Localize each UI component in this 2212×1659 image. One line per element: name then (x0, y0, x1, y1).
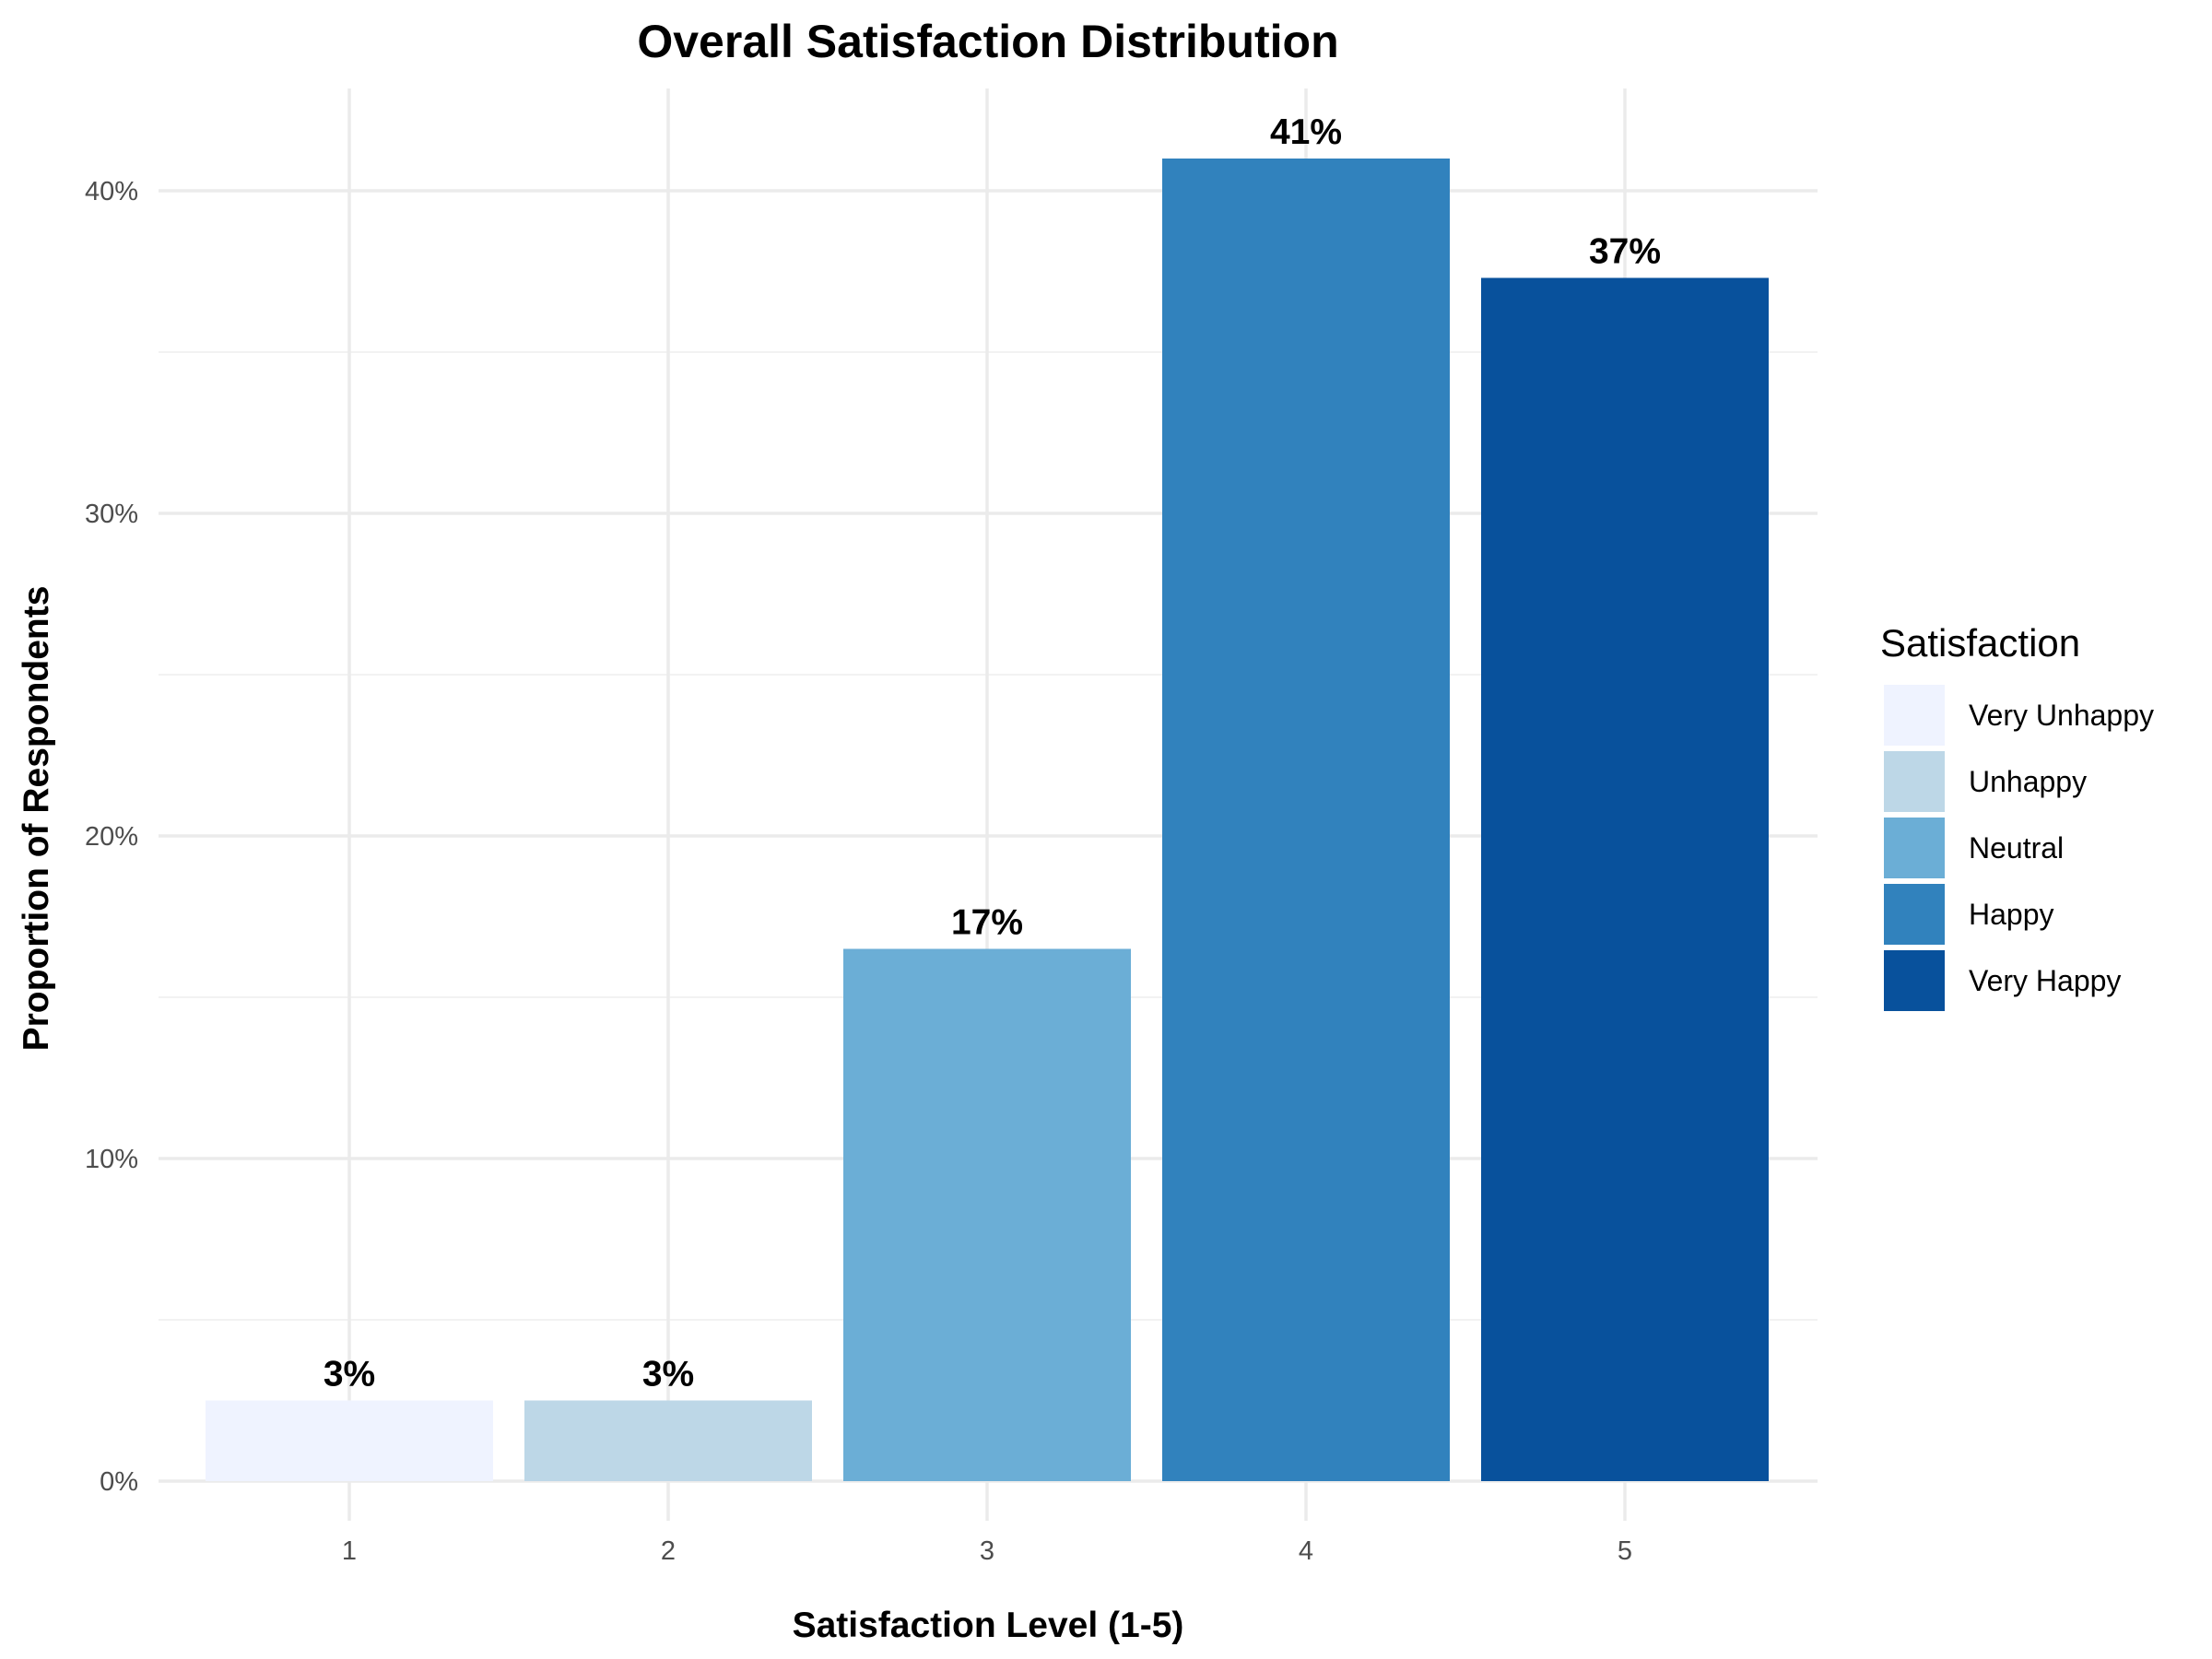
bar (206, 1400, 493, 1481)
legend-label: Very Happy (1969, 964, 2121, 997)
y-tick-label: 30% (85, 500, 138, 529)
legend-key (1884, 751, 1945, 812)
bars (206, 159, 1769, 1481)
y-tick-label: 40% (85, 177, 138, 206)
legend-label: Unhappy (1969, 765, 2087, 798)
data-label: 3% (642, 1355, 694, 1394)
x-tick-label: 2 (661, 1536, 676, 1566)
legend-key (1884, 950, 1945, 1011)
chart-title: Overall Satisfaction Distribution (637, 16, 1338, 67)
data-label: 37% (1589, 232, 1661, 272)
legend-label: Happy (1969, 898, 2054, 931)
legend-label: Very Unhappy (1969, 699, 2154, 732)
legend-key (1884, 884, 1945, 945)
bar (1162, 159, 1450, 1481)
bar (843, 948, 1131, 1481)
bar (1481, 277, 1769, 1481)
x-tick-label: 1 (342, 1536, 357, 1566)
data-label: 41% (1270, 112, 1342, 152)
x-axis-ticks: 1 2 3 4 5 (342, 1536, 1632, 1566)
legend-key (1884, 685, 1945, 746)
data-label: 3% (324, 1355, 375, 1394)
x-tick-label: 3 (980, 1536, 994, 1566)
legend-title: Satisfaction (1880, 621, 2080, 665)
y-tick-label: 10% (85, 1145, 138, 1174)
bar (524, 1400, 812, 1481)
x-tick-label: 5 (1618, 1536, 1632, 1566)
y-axis-ticks: 0% 10% 20% 30% 40% (85, 177, 138, 1497)
x-axis-title: Satisfaction Level (1-5) (793, 1606, 1184, 1645)
data-labels: 3% 3% 17% 41% 37% (324, 112, 1661, 1394)
y-axis-title: Proportion of Respondents (17, 586, 56, 1052)
y-tick-label: 0% (100, 1467, 138, 1497)
legend-key (1884, 818, 1945, 878)
legend: Satisfaction Very Unhappy Unhappy Neutral H… (1880, 621, 2154, 1011)
data-label: 17% (951, 903, 1023, 943)
legend-items: Very Unhappy Unhappy Neutral Happy Very Happ… (1884, 685, 2154, 1011)
legend-label: Neutral (1969, 831, 2064, 865)
x-tick-label: 4 (1299, 1536, 1313, 1566)
y-tick-label: 20% (85, 822, 138, 852)
